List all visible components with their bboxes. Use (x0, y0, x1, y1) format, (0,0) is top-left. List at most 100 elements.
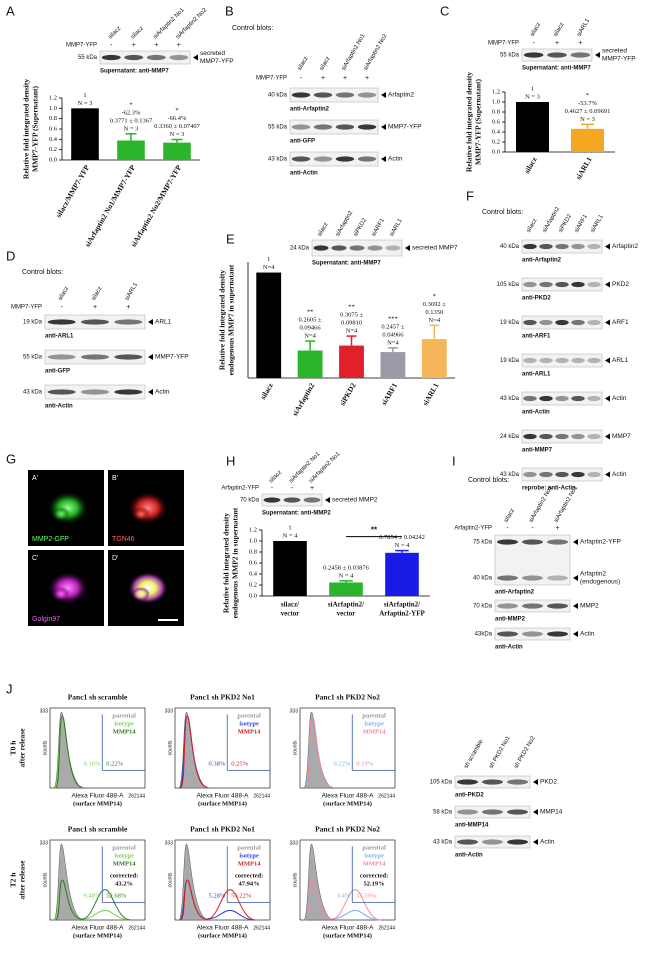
y-tick-label: 0.8 (249, 548, 257, 555)
arrowhead (381, 124, 386, 130)
kda-label: 40 kDa (268, 93, 288, 99)
sign: + (578, 40, 582, 47)
percentage: 52.68% (106, 892, 127, 899)
significance: ** (371, 526, 378, 535)
annotation: 0.04966 (382, 331, 404, 338)
annotation: 1 (83, 92, 86, 99)
legend-entry: isotype (114, 852, 134, 859)
sign: + (154, 42, 158, 49)
y-tick-label: 1.0 (49, 105, 57, 112)
histogram (178, 711, 210, 789)
band-label: MMP7 (612, 433, 631, 440)
band (507, 839, 528, 845)
band (523, 433, 537, 440)
band (523, 281, 537, 288)
arrowhead (533, 779, 538, 785)
arrowhead (605, 395, 610, 402)
lane-label: silacz (297, 56, 310, 72)
blot-caption: anti-ARL1 (522, 372, 551, 378)
band (457, 779, 478, 785)
row-label: after release (18, 860, 27, 900)
legend-entry: parental (362, 712, 386, 719)
blot-caption: Supernatant: anti-MMP2 (262, 511, 331, 517)
arrowhead (381, 92, 386, 98)
sign: - (300, 75, 303, 82)
band (539, 471, 553, 478)
band (523, 471, 537, 478)
blot-caption: anti-ARL1 (45, 334, 74, 340)
y-axis-label: endogenous MMP7 in supernatant (227, 264, 236, 375)
band (587, 319, 601, 326)
band (587, 471, 601, 478)
arrowhead (533, 809, 538, 815)
y-tick-label: 0.6 (49, 125, 58, 132)
annotation: 0.09466 (300, 325, 322, 332)
annotation: 1 (288, 524, 291, 531)
plot-frame (299, 839, 396, 921)
band-label: Actin (388, 156, 403, 163)
arrowhead (605, 433, 610, 440)
band (169, 54, 189, 61)
band (555, 357, 569, 364)
blot-caption: anti-PKD2 (455, 793, 484, 799)
corrected: 52.19% (364, 880, 385, 887)
band-label: ARL1 (612, 357, 629, 364)
plot-title: Panc1 sh PKD2 No2 (315, 825, 380, 834)
annotation: N = 4 (283, 532, 299, 539)
lane-label: siArfaptin2 No2 (363, 33, 389, 72)
sign: - (291, 485, 294, 492)
blot-caption: anti-Arfaptin2 (290, 107, 330, 113)
band (547, 603, 568, 609)
y-axis-label: counts (292, 740, 298, 755)
lane-label: siPKD2 (558, 213, 574, 234)
band (101, 54, 121, 61)
x-tick-label: siARF1 (379, 381, 399, 407)
blot-caption: Supernatant: anti-MMP7 (100, 69, 169, 75)
x-tick-label: silacz (258, 381, 275, 401)
y-tick-label: 0.2 (249, 581, 257, 588)
band-label: MMP7-YFP (602, 56, 636, 63)
band (587, 281, 601, 288)
corrected: corrected: (360, 872, 388, 879)
band (571, 433, 585, 440)
percentage: 9.48% (83, 892, 100, 899)
sign: - (271, 485, 274, 492)
arrowhead (533, 839, 538, 845)
bar (571, 128, 604, 152)
row-label: T2 h (9, 872, 18, 888)
kda-label: 55 kDa (500, 53, 520, 59)
bar (421, 339, 447, 378)
kda-label: 105 kDa (430, 780, 453, 786)
annotation: * (433, 293, 436, 300)
stain (52, 587, 70, 601)
band (482, 779, 503, 785)
lane-label: silacz (526, 218, 539, 234)
percentage: 53.22% (231, 892, 252, 899)
stain (128, 492, 168, 524)
band-label: Arfaptin2 (388, 92, 414, 99)
annotation: 0.3075 ± (340, 312, 364, 319)
kda-label: 43 kDa (23, 390, 43, 396)
y-axis-label: MMP7-YFP (Supernatant) (474, 78, 483, 165)
band-label: PKD2 (540, 779, 557, 786)
band (587, 433, 601, 440)
annotation: ** (307, 309, 314, 316)
arrowhead (573, 539, 578, 545)
annotation: N = 3 (525, 93, 540, 100)
annotation: -62.3% (122, 109, 142, 116)
stain (48, 572, 88, 604)
arrowhead (573, 631, 578, 637)
arrowhead (381, 156, 386, 162)
bar (163, 142, 191, 160)
arrowhead (405, 245, 410, 251)
band-label: secreted MMP2 (332, 497, 378, 504)
histogram (305, 715, 333, 789)
arrowhead (605, 319, 610, 326)
y-axis-label: MMP7-YFP (Supernatant) (31, 85, 40, 172)
x-axis-sublabel: (surface MMP14) (73, 932, 122, 939)
histogram (55, 715, 83, 789)
blot-heading: Control blots: (22, 269, 63, 276)
y-tick-label: 0.2 (492, 138, 500, 145)
blot (454, 835, 531, 849)
kda-label: 70 kDa (240, 498, 260, 504)
